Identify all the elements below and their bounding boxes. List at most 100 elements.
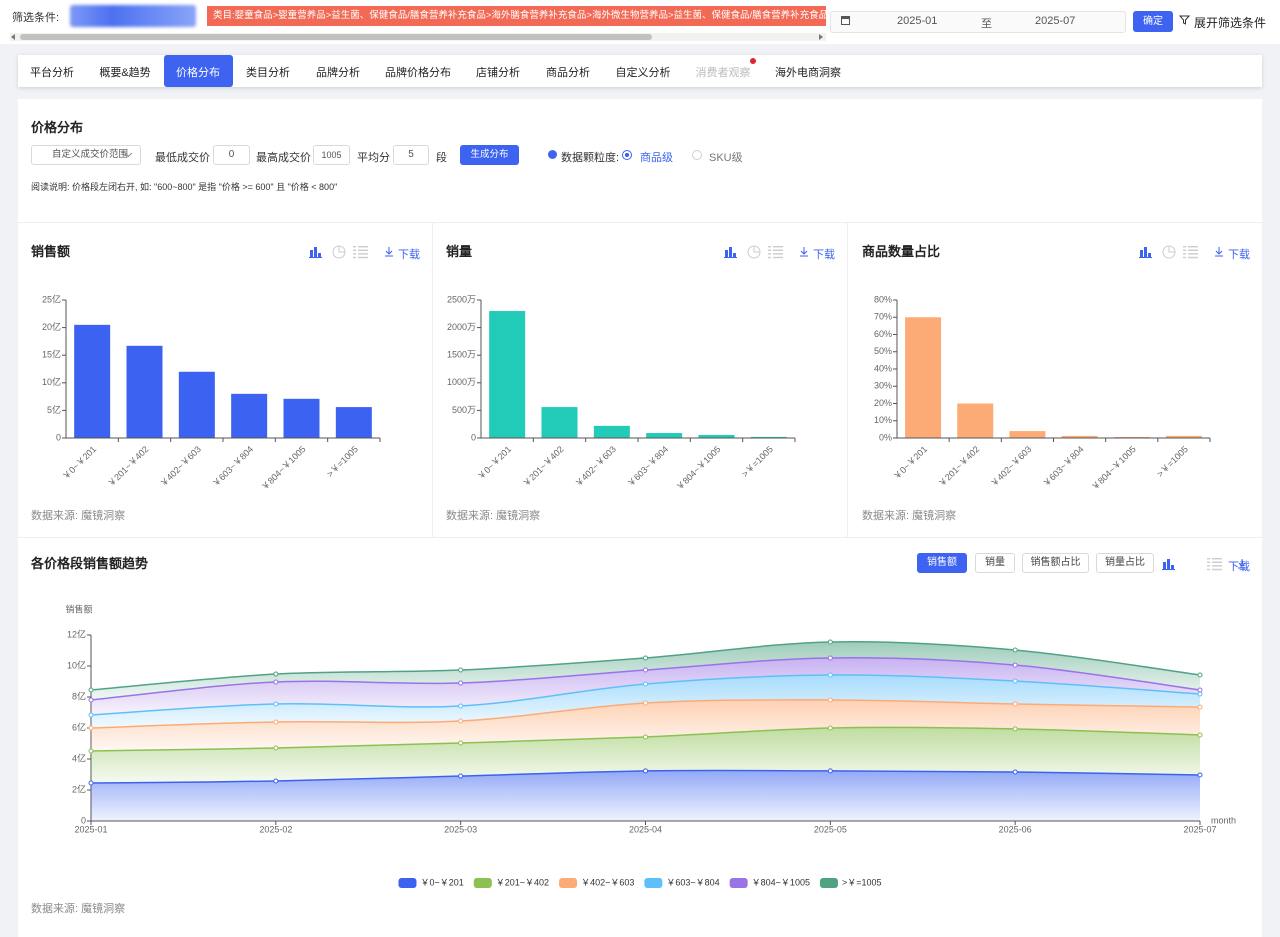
tab[interactable]: 品牌价格分布 — [385, 67, 451, 79]
metric-button[interactable]: 销售额占比 — [1022, 553, 1089, 573]
scroll-right[interactable] — [819, 34, 823, 40]
bar — [283, 398, 320, 438]
chart-type-icon — [353, 246, 356, 248]
split-input[interactable]: 5 — [393, 145, 429, 165]
tab-active[interactable]: 价格分布 — [176, 67, 220, 79]
download[interactable]: 下载 — [1228, 249, 1250, 261]
bar — [541, 407, 578, 438]
x-tick-label: >￥=1005 — [740, 444, 775, 479]
tab[interactable]: 概要&趋势 — [99, 67, 151, 79]
x-tick-label: >￥=1005 — [1155, 444, 1190, 479]
area-fill — [91, 770, 1200, 821]
data-point — [273, 778, 279, 784]
scrollbar-thumb[interactable] — [20, 34, 652, 40]
x-tick-label: ￥603~￥804 — [211, 444, 256, 489]
radio-label[interactable]: 商品级 — [640, 152, 673, 164]
radio-label[interactable]: SKU级 — [709, 152, 743, 164]
chart-type-icon — [1140, 250, 1143, 257]
data-point — [1197, 691, 1203, 697]
metric-button[interactable]: 销量 — [975, 553, 1015, 573]
chart-type-icon — [353, 256, 356, 259]
data-point — [88, 687, 94, 693]
y-tick-label: 15亿 — [42, 349, 61, 360]
radio-checked[interactable] — [622, 150, 632, 160]
area-fill — [91, 699, 1200, 751]
chart-type-icon — [773, 249, 783, 251]
chart-type-icon — [1212, 565, 1222, 567]
chart-type-icon — [1188, 253, 1198, 255]
chart-type-icon — [733, 253, 736, 257]
tab[interactable]: 店铺分析 — [476, 67, 520, 79]
data-point — [1012, 678, 1018, 684]
data-point — [827, 768, 833, 774]
data-source: 数据来源: 魔镜洞察 — [862, 510, 957, 522]
tab[interactable]: 海外电商洞察 — [775, 67, 841, 79]
data-point — [827, 639, 833, 645]
calendar-icon — [841, 16, 850, 25]
download-icon — [800, 247, 808, 257]
tab[interactable]: 自定义分析 — [615, 67, 671, 79]
x-tick-label: ￥201~￥402 — [937, 444, 982, 489]
max-input[interactable]: 1005 — [313, 145, 350, 165]
data-source: 数据来源: 魔镜洞察 — [31, 903, 126, 915]
min-input[interactable]: 0 — [213, 145, 250, 165]
x-tick-label: 2025-03 — [444, 824, 477, 834]
expand-filters[interactable]: 展开筛选条件 — [1194, 16, 1267, 30]
tab-bar: 平台分析 概要&趋势 价格分布 类目分析 品牌分析 品牌价格分布 店铺分析 商品… — [18, 55, 1262, 87]
filter-label: 筛选条件: — [12, 12, 60, 24]
x-tick-label: ￥0~￥201 — [892, 444, 930, 482]
download[interactable]: 下载 — [813, 249, 835, 261]
data-point — [827, 725, 833, 731]
date-start: 2025-01 — [897, 15, 938, 27]
data-source: 数据来源: 魔镜洞察 — [446, 510, 541, 522]
x-tick-label: ￥804~￥1005 — [259, 444, 307, 492]
generate-button[interactable]: 生成分布 — [460, 145, 519, 165]
x-tick-label: ￥804~￥1005 — [674, 444, 722, 492]
chart-type-icon — [1163, 562, 1166, 569]
chart-type-icon — [1188, 246, 1198, 248]
data-point — [1012, 701, 1018, 707]
y-tick-label: 0 — [81, 815, 86, 825]
y-tick-label: 40% — [874, 363, 892, 373]
data-point — [273, 671, 279, 677]
download-icon — [1215, 247, 1223, 257]
area-fill — [91, 657, 1200, 715]
notify-dot — [750, 58, 756, 64]
legend-label: ￥0~￥201 — [420, 877, 463, 887]
y-tick-label: 30% — [874, 381, 892, 391]
chart-type-icon — [1167, 559, 1170, 569]
scroll-left[interactable] — [11, 34, 15, 40]
data-point — [273, 745, 279, 751]
data-point — [1012, 726, 1018, 732]
x-tick-label: >￥=1005 — [325, 444, 360, 479]
chart-type-icon — [358, 256, 368, 259]
tab[interactable]: 品牌分析 — [316, 67, 360, 79]
tab[interactable]: 商品分析 — [546, 67, 590, 79]
date-range[interactable] — [830, 11, 1126, 33]
metric-button[interactable]: 销量占比 — [1096, 553, 1154, 573]
metric-button-active[interactable]: 销售额 — [917, 553, 967, 573]
y-tick-label: 1000万 — [447, 377, 476, 387]
section-title: 价格分布 — [31, 120, 84, 135]
bar — [489, 311, 526, 438]
x-tick-label: ￥603~￥804 — [1041, 444, 1086, 489]
chart-type-icon — [1183, 246, 1186, 248]
radio[interactable] — [692, 150, 702, 160]
data-point — [643, 655, 648, 661]
chart-type-icon — [1171, 565, 1174, 569]
chart-type-icon — [729, 247, 732, 257]
chart-type-icon — [768, 246, 771, 248]
legend-label: ￥804~￥1005 — [752, 877, 810, 887]
tab-disabled: 消费者观察 — [695, 67, 751, 79]
tab[interactable]: 类目分析 — [246, 67, 290, 79]
confirm-button[interactable]: 确定 — [1133, 11, 1173, 32]
download[interactable]: 下载 — [398, 249, 420, 261]
x-tick-label: ￥402~￥603 — [989, 444, 1034, 489]
range-select[interactable]: 自定义成交价范围 — [31, 145, 141, 165]
chart-type-icon — [1144, 247, 1147, 257]
category-tag[interactable]: 类目:婴童食品>婴童营养品>益生菌、保健食品/膳食营养补充食品>海外膳食营养补充… — [207, 6, 826, 26]
x-tick-label: 2025-04 — [629, 824, 662, 834]
data-point — [1197, 732, 1203, 738]
tab[interactable]: 平台分析 — [30, 67, 74, 79]
chart-type-icon — [318, 253, 321, 257]
